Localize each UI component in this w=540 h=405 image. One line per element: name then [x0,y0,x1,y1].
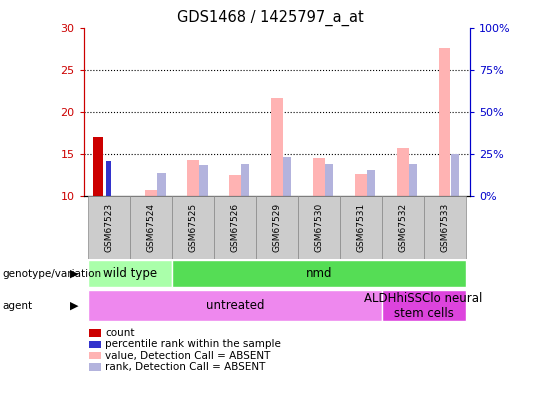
Text: GSM67523: GSM67523 [104,203,113,252]
Text: count: count [105,328,135,338]
Text: ▶: ▶ [70,269,78,279]
Bar [397,148,409,196]
Text: genotype/variation: genotype/variation [3,269,102,279]
Bar [409,164,417,196]
Text: GSM67533: GSM67533 [440,203,449,252]
Text: ALDHhiSSClo neural
stem cells: ALDHhiSSClo neural stem cells [364,292,483,320]
Bar [382,290,465,322]
Bar [298,196,340,259]
Bar [382,196,424,259]
Text: GSM67524: GSM67524 [146,203,156,252]
Text: agent: agent [3,301,33,311]
Text: wild type: wild type [103,267,157,280]
Bar [199,165,207,196]
Bar [214,196,256,259]
Text: GSM67525: GSM67525 [188,203,197,252]
Bar [367,170,375,196]
Text: ▶: ▶ [70,301,78,311]
Text: percentile rank within the sample: percentile rank within the sample [105,339,281,349]
Bar [424,196,465,259]
Text: value, Detection Call = ABSENT: value, Detection Call = ABSENT [105,351,271,360]
Text: GSM67532: GSM67532 [398,203,407,252]
Bar [355,174,367,196]
Bar [451,153,460,196]
Text: GSM67530: GSM67530 [314,203,323,252]
Bar [88,290,382,322]
Bar [145,190,157,196]
Bar [172,260,465,287]
Bar [187,160,199,196]
Bar [438,48,450,196]
Bar [283,157,292,196]
Text: GDS1468 / 1425797_a_at: GDS1468 / 1425797_a_at [177,10,363,26]
Bar [106,161,111,196]
Text: rank, Detection Call = ABSENT: rank, Detection Call = ABSENT [105,362,266,372]
Bar [157,173,166,196]
Text: untreated: untreated [206,299,264,312]
Bar [241,164,249,196]
Bar [256,196,298,259]
Bar [229,175,241,196]
Bar [88,196,130,259]
Bar [271,98,282,196]
Text: GSM67531: GSM67531 [356,203,365,252]
Bar [340,196,382,259]
Text: GSM67529: GSM67529 [272,203,281,252]
Bar [88,260,172,287]
Text: nmd: nmd [306,267,332,280]
Bar [172,196,214,259]
Text: GSM67526: GSM67526 [230,203,239,252]
Bar [130,196,172,259]
Bar [325,164,333,196]
Bar [93,137,103,196]
Bar [313,158,325,196]
